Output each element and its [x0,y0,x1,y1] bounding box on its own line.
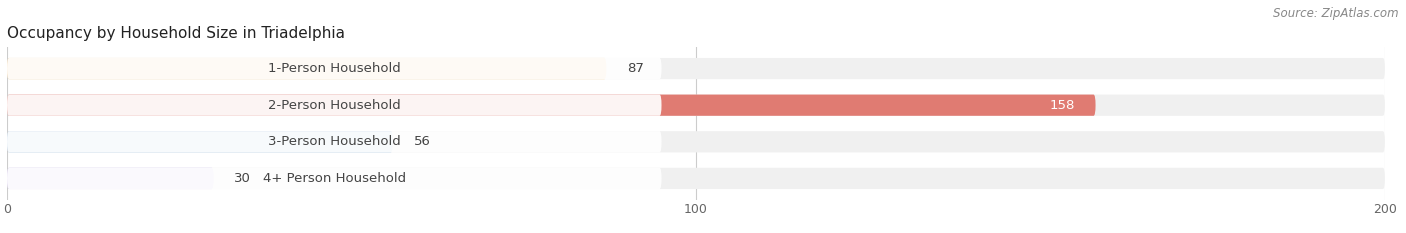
FancyBboxPatch shape [7,58,606,79]
FancyBboxPatch shape [7,168,214,189]
Text: 30: 30 [235,172,252,185]
Text: 4+ Person Household: 4+ Person Household [263,172,406,185]
FancyBboxPatch shape [7,168,662,189]
FancyBboxPatch shape [7,168,1385,189]
FancyBboxPatch shape [7,131,392,152]
Text: 158: 158 [1049,99,1076,112]
Text: 3-Person Household: 3-Person Household [269,135,401,148]
FancyBboxPatch shape [7,131,662,152]
FancyBboxPatch shape [7,58,662,79]
Text: 2-Person Household: 2-Person Household [269,99,401,112]
Text: Occupancy by Household Size in Triadelphia: Occupancy by Household Size in Triadelph… [7,26,344,41]
Text: 56: 56 [413,135,430,148]
FancyBboxPatch shape [7,131,1385,152]
Text: 87: 87 [627,62,644,75]
Text: 1-Person Household: 1-Person Household [269,62,401,75]
FancyBboxPatch shape [7,95,1385,116]
FancyBboxPatch shape [7,95,662,116]
Text: Source: ZipAtlas.com: Source: ZipAtlas.com [1274,7,1399,20]
FancyBboxPatch shape [7,95,1095,116]
FancyBboxPatch shape [7,58,1385,79]
